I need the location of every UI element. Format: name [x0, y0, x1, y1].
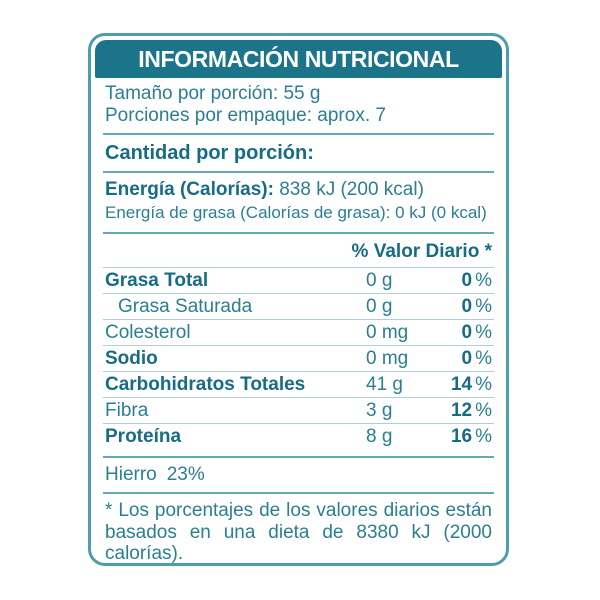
nutrition-facts-label: INFORMACIÓN NUTRICIONAL Tamaño por porci…: [88, 33, 509, 566]
section-divider: [103, 232, 494, 234]
percent-sign: %: [475, 295, 492, 317]
energy-value: 838 kJ (200 kcal): [279, 179, 424, 200]
nutrient-label: Sodio: [105, 347, 158, 369]
label-content: Tamaño por porción: 55 g Porciones por e…: [95, 78, 502, 564]
nutrient-label: Grasa Saturada: [118, 295, 253, 317]
nutrient-amount: 3 g: [366, 399, 393, 421]
nutrient-daily-value: 12%: [450, 399, 492, 421]
nutrient-row-grasa-saturada: Grasa Saturada 0 g 0%: [103, 294, 494, 319]
daily-value-footnote: * Los porcentajes de los valores diarios…: [105, 500, 492, 564]
section-divider: [103, 171, 494, 173]
section-divider: [103, 456, 494, 458]
label-header-bar: INFORMACIÓN NUTRICIONAL: [95, 40, 502, 78]
daily-value-column-header: % Valor Diario *: [351, 241, 492, 262]
servings-per-package-line: Porciones por empaque: aprox. 7: [105, 105, 386, 126]
amount-per-serving-heading: Cantidad por porción:: [105, 142, 314, 164]
mineral-row-hierro: Hierro 23%: [103, 458, 494, 492]
row-divider: [103, 267, 494, 268]
percent-sign: %: [475, 399, 492, 421]
nutrient-amount: 0 g: [366, 269, 393, 291]
nutrient-daily-value: 0%: [461, 347, 492, 369]
row-divider: [103, 293, 494, 294]
nutrient-amount: 0 mg: [366, 347, 409, 369]
nutrient-daily-value: 14%: [450, 373, 492, 395]
nutrient-amount: 8 g: [366, 425, 393, 447]
mineral-name: Hierro: [105, 464, 157, 485]
serving-size-line: Tamaño por porción: 55 g: [105, 83, 321, 104]
nutrient-amount: 0 mg: [366, 321, 409, 343]
nutrient-row-grasa-total: Grasa Total 0 g 0%: [103, 268, 494, 293]
energy-label: Energía (Calorías):: [105, 179, 274, 200]
nutrient-label: Grasa Total: [105, 269, 209, 291]
section-divider: [103, 492, 494, 494]
nutrient-label: Colesterol: [105, 321, 191, 343]
nutrient-amount: 0 g: [366, 295, 393, 317]
percent-sign: %: [475, 347, 492, 369]
section-divider: [103, 133, 494, 135]
percent-sign: %: [475, 373, 492, 395]
row-divider: [103, 319, 494, 320]
serving-info-section: Tamaño por porción: 55 g Porciones por e…: [103, 78, 494, 133]
nutrient-row-proteina: Proteína 8 g 16%: [103, 424, 494, 449]
nutrient-label: Carbohidratos Totales: [105, 373, 306, 395]
nutrient-label: Proteína: [105, 425, 182, 447]
nutrient-daily-value: 16%: [450, 425, 492, 447]
percent-sign: %: [475, 269, 492, 291]
energy-from-fat-line: Energía de grasa (Calorías de grasa): 0 …: [105, 203, 487, 222]
nutrient-label: Fibra: [105, 399, 149, 421]
percent-sign: %: [475, 321, 492, 343]
nutrient-row-sodio: Sodio 0 mg 0%: [103, 346, 494, 371]
nutrient-row-colesterol: Colesterol 0 mg 0%: [103, 320, 494, 345]
nutrient-row-fibra: Fibra 3 g 12%: [103, 398, 494, 423]
energy-section: Energía (Calorías): 838 kJ (200 kcal) En…: [105, 178, 492, 224]
percent-sign: %: [475, 425, 492, 447]
row-divider: [103, 397, 494, 398]
nutrient-daily-value: 0%: [461, 295, 492, 317]
nutrient-daily-value: 0%: [461, 321, 492, 343]
row-divider: [103, 371, 494, 372]
row-divider: [103, 345, 494, 346]
label-title: INFORMACIÓN NUTRICIONAL: [138, 45, 459, 72]
row-divider: [103, 423, 494, 424]
nutrient-row-carbohidratos: Carbohidratos Totales 41 g 14%: [103, 372, 494, 397]
nutrient-daily-value: 0%: [461, 269, 492, 291]
mineral-value: 23%: [166, 464, 205, 485]
nutrient-amount: 41 g: [366, 373, 403, 395]
energy-line: Energía (Calorías): 838 kJ (200 kcal): [105, 178, 492, 201]
